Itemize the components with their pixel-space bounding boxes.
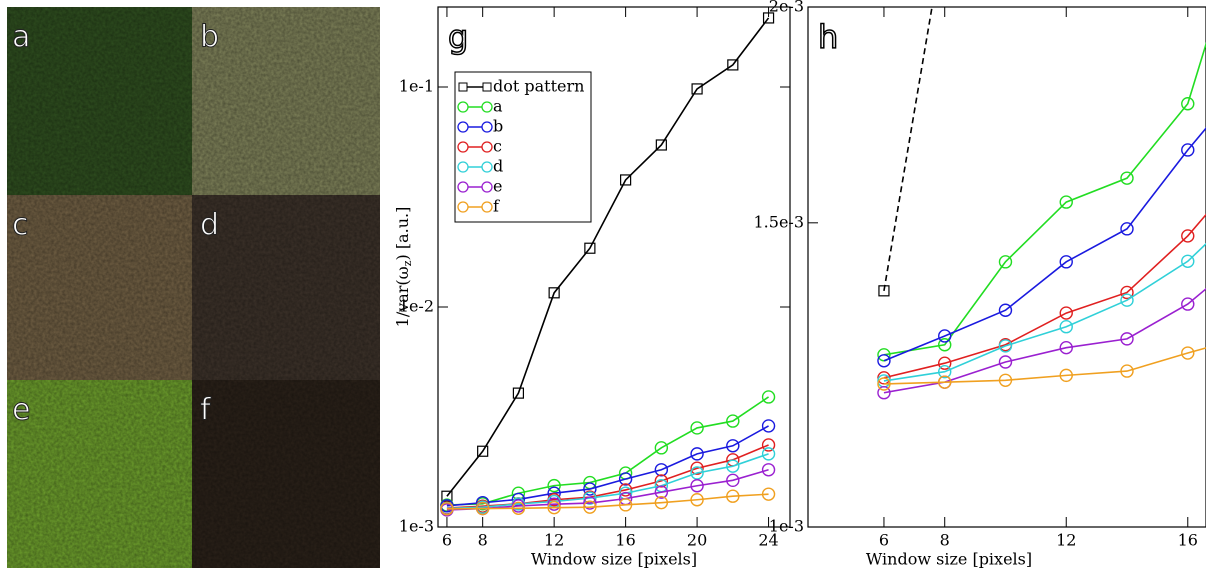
legend-label: c — [493, 137, 502, 156]
legend-label: b — [493, 117, 503, 136]
legend-marker — [482, 142, 492, 152]
legend-marker — [458, 182, 468, 192]
legend-marker — [458, 202, 468, 212]
series-line — [884, 0, 1206, 355]
series-line — [447, 445, 769, 508]
panel-letter: d — [200, 208, 219, 243]
legend-label: e — [493, 177, 502, 196]
x-tick-label: 12 — [1056, 531, 1076, 550]
legend-label: d — [493, 157, 503, 176]
legend-marker — [482, 122, 492, 132]
legend-marker — [458, 162, 468, 172]
legend-label: a — [493, 97, 503, 116]
legend-marker — [483, 83, 491, 91]
x-tick-label: 8 — [478, 531, 488, 550]
y-axis-label-part: ) [a.u.] — [393, 207, 412, 261]
y-tick-label: 2e-3 — [769, 0, 804, 16]
panel-letter: c — [12, 208, 29, 243]
panel-letter: f — [200, 393, 212, 428]
panel-letter: a — [12, 20, 30, 55]
x-tick-label: 20 — [687, 531, 707, 550]
x-tick-label: 12 — [544, 531, 564, 550]
plot-area — [878, 0, 1206, 399]
legend-marker — [458, 102, 468, 112]
texture-images — [7, 7, 380, 568]
series-line — [447, 470, 769, 510]
series-line — [884, 203, 1206, 381]
legend-marker — [482, 162, 492, 172]
series-line — [884, 0, 1206, 291]
legend-marker — [458, 122, 468, 132]
y-tick-label: 1e-1 — [399, 76, 434, 95]
y-tick-label: 1.5e-3 — [754, 212, 805, 231]
series-line — [447, 397, 769, 505]
x-tick-label: 6 — [879, 531, 889, 550]
panel-letter: b — [200, 20, 219, 55]
x-tick-label: 6 — [442, 531, 452, 550]
x-tick-label: 16 — [615, 531, 635, 550]
legend-marker — [482, 182, 492, 192]
texture-overlay — [7, 7, 380, 568]
legend-marker — [459, 83, 467, 91]
legend-marker — [482, 102, 492, 112]
series-line — [884, 336, 1206, 384]
panel-label: h — [818, 18, 838, 56]
series-line — [884, 78, 1206, 361]
x-axis-label: Window size [pixels] — [531, 550, 697, 569]
x-axis-label: Window size [pixels] — [866, 550, 1032, 569]
panel-letter: e — [12, 393, 30, 428]
legend-label: dot pattern — [493, 77, 584, 96]
series-line — [884, 253, 1206, 392]
legend-marker — [482, 202, 492, 212]
panel-label: g — [448, 18, 468, 56]
series-line — [884, 165, 1206, 378]
y-axis-label-part: 1/var(ω — [393, 266, 412, 327]
x-tick-label: 8 — [940, 531, 950, 550]
chart: 1e-3 1.5e-3 2e-3 6 8 12 16 Window size [pixels]… — [754, 0, 1206, 569]
legend-marker — [458, 142, 468, 152]
x-tick-label: 16 — [1178, 531, 1198, 550]
y-tick-label: 1e-3 — [769, 517, 804, 536]
y-tick-label: 1e-3 — [399, 517, 434, 536]
y-axis-label: 1/var(ωz) [a.u.] — [393, 207, 415, 328]
